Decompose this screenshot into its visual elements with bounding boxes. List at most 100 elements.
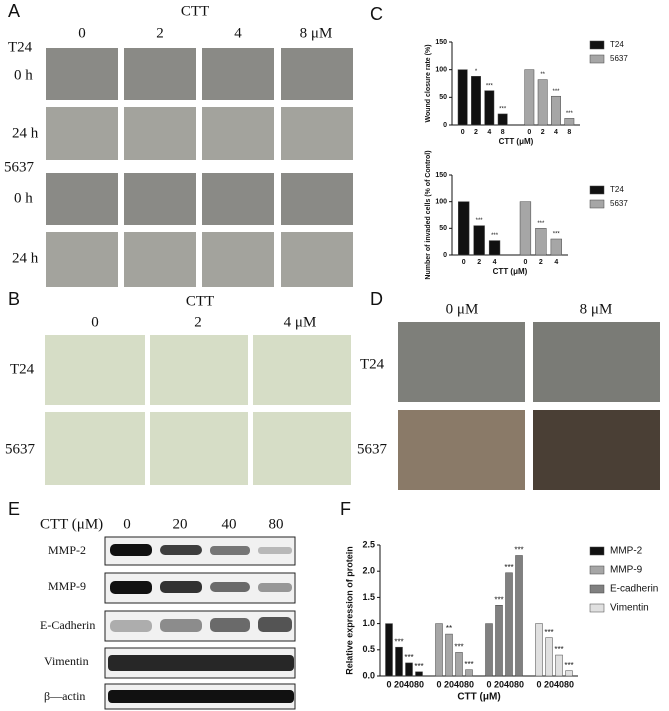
row-label: 0 h [14,67,33,83]
column-label: 0 μM [446,301,479,317]
bar [484,90,495,126]
legend-label: 5637 [610,199,628,208]
row-label: 5637 [4,159,35,175]
bar [537,79,548,126]
y-tick-label: 50 [439,94,447,101]
bar [395,646,403,677]
y-tick-label: 2.5 [362,539,375,549]
row-label: T24 [8,39,33,55]
bar [415,671,423,677]
row-label: MMP-9 [48,579,86,593]
bar [385,623,393,677]
y-axis-label: Wound closure rate (%) [425,44,432,122]
legend-label: MMP-9 [610,565,643,576]
y-axis-label: Relative expression of protein [344,546,354,675]
legend-label: 5637 [610,54,628,63]
bar [457,69,468,126]
bar [550,238,562,256]
bar [505,572,513,677]
x-tick-label: 2 [541,129,545,136]
column-label: 8 μM [300,25,333,41]
bar [445,633,453,677]
x-tick-label: 0 [536,679,541,689]
significance: *** [404,653,413,662]
significance: *** [414,662,423,671]
bar [535,623,543,677]
panel-label: C [370,4,383,24]
legend-swatch [589,40,605,50]
x-tick-label: 20 [544,679,554,689]
row-label: Vimentin [44,654,89,668]
significance: *** [566,111,574,117]
column-label: 2 [194,314,202,330]
x-tick-label: 2 [474,129,478,136]
x-tick-label: 40 [504,679,514,689]
x-tick-label: 40 [454,679,464,689]
legend-label: MMP-2 [610,546,643,557]
x-axis-label: CTT (μM) [457,692,500,703]
bar [564,118,575,126]
x-tick-label: 4 [487,129,491,136]
x-tick-label: 20 [494,679,504,689]
x-tick-label: 4 [554,259,558,266]
x-tick-label: 8 [501,129,505,136]
legend-label: Vimentin [610,603,649,614]
x-tick-label: 0 [527,129,531,136]
x-tick-label: 0 [462,259,466,266]
bar [515,555,523,677]
x-tick-label: 0 [386,679,391,689]
y-tick-label: 50 [439,225,447,232]
significance: *** [491,233,499,239]
legend-swatch [589,199,605,209]
x-tick-label: 20 [444,679,454,689]
legend-swatch [589,54,605,64]
y-tick-label: 100 [435,67,447,74]
significance: ** [446,624,452,633]
legend-label: E-cadherin [610,584,658,595]
invasion-images [45,335,351,485]
x-tick-label: 0 [523,259,527,266]
row-label: 0 h [14,190,33,206]
row-label: 24 h [12,250,39,266]
legend-label: T24 [610,185,624,194]
panel-label: E [8,499,20,519]
x-tick-label: 80 [564,679,574,689]
column-label: 8 μM [580,301,613,317]
significance: *** [499,107,507,113]
x-tick-label: 80 [464,679,474,689]
column-label: 0 [123,516,131,532]
column-label: 20 [173,516,188,532]
x-axis-label: CTT (μM) [499,137,534,146]
row-label: 5637 [5,441,36,457]
significance: *** [553,232,561,238]
header: CTT [186,293,214,309]
significance: *** [464,660,473,669]
significance: *** [537,221,545,227]
bar [471,76,481,126]
panel-label: D [370,289,383,309]
column-label: 40 [222,516,237,532]
row-label: β—actin [44,689,85,703]
significance: *** [394,637,403,646]
y-tick-label: 1.0 [362,618,375,628]
row-label: T24 [10,361,35,377]
column-label: 0 [78,25,86,41]
cell-images [398,322,660,490]
y-tick-label: 1.5 [362,592,375,602]
column-label: 80 [269,516,284,532]
bar [485,623,493,677]
x-tick-label: 4 [554,129,558,136]
significance: ** [540,72,545,78]
significance: *** [554,645,563,654]
x-tick-label: 0 [486,679,491,689]
column-label: 4 μM [284,314,317,330]
bar [497,113,508,126]
significance: *** [476,218,484,224]
x-tick-label: 20 [394,679,404,689]
panel-label: B [8,289,20,309]
significance: *** [544,628,553,637]
bar [473,225,485,256]
bar [405,662,413,677]
x-tick-label: 80 [514,679,524,689]
